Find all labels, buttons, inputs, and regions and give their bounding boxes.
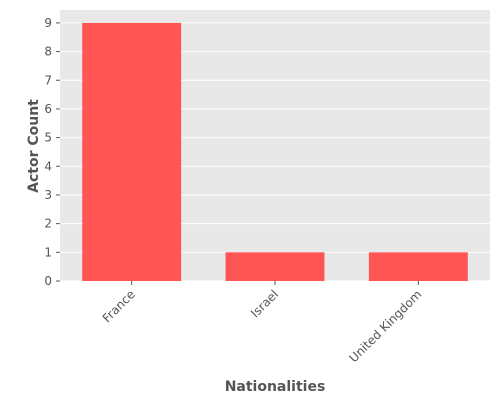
x-tick-label-2: United Kingdom bbox=[346, 287, 424, 365]
y-tick-label-8: 8 bbox=[44, 45, 52, 59]
x-axis-ticks: France Israel United Kingdom bbox=[100, 281, 424, 365]
bar-united-kingdom bbox=[368, 252, 468, 281]
bars bbox=[82, 22, 468, 282]
y-tick-label-6: 6 bbox=[44, 102, 52, 116]
y-tick-label-0: 0 bbox=[44, 274, 52, 288]
y-tick-label-5: 5 bbox=[44, 131, 52, 145]
y-tick-label-3: 3 bbox=[44, 188, 52, 202]
y-tick-label-1: 1 bbox=[44, 245, 52, 259]
y-tick-label-2: 2 bbox=[44, 217, 52, 231]
y-axis-title: Actor Count bbox=[26, 99, 42, 193]
x-axis-title: Nationalities bbox=[225, 379, 326, 395]
bar-israel bbox=[225, 252, 325, 281]
x-tick-label-1: Israel bbox=[248, 287, 281, 320]
y-tick-label-7: 7 bbox=[44, 73, 52, 87]
y-tick-label-4: 4 bbox=[44, 159, 52, 173]
x-tick-label-0: France bbox=[100, 287, 138, 325]
y-tick-label-9: 9 bbox=[44, 16, 52, 30]
bar-france bbox=[82, 22, 182, 282]
y-axis-ticks: 0 1 2 3 4 5 6 7 8 9 bbox=[44, 16, 60, 288]
